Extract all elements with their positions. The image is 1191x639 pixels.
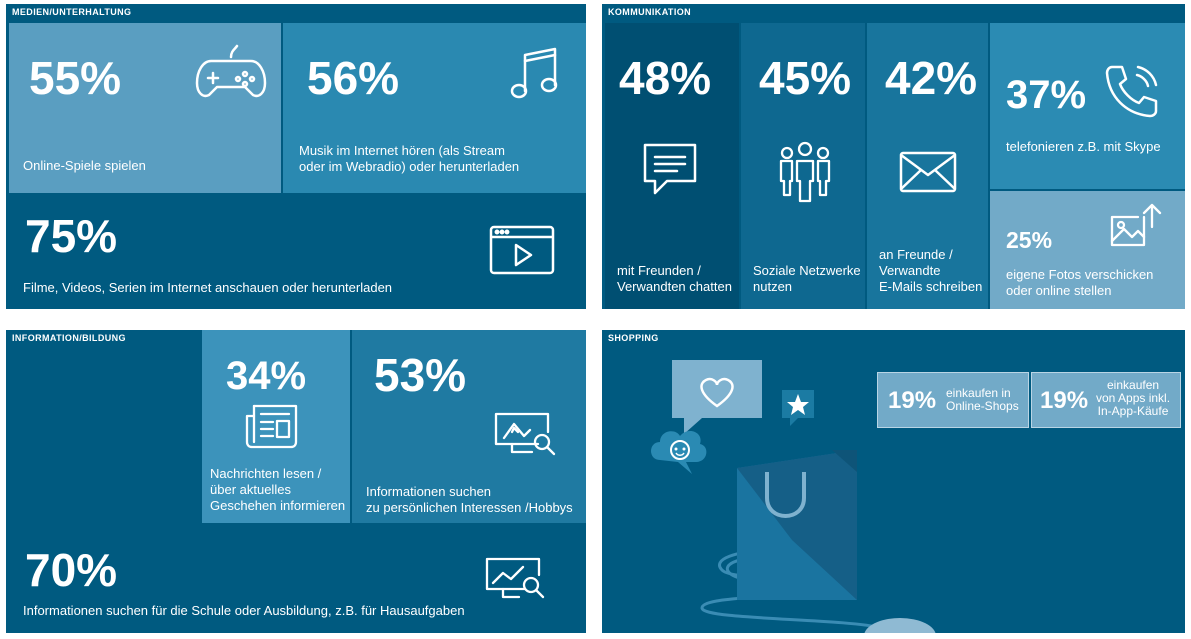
label: mit Freunden / Verwandten chatten [617,263,732,294]
percentage: 48% [619,52,712,104]
percentage: 55% [29,52,122,104]
percentage: 37% [1006,73,1087,117]
label: Soziale Netzwerke nutzen [753,263,861,294]
panel-title: KOMMUNIKATION [608,7,692,17]
chat-bubble-icon [641,141,699,199]
percentage: 42% [885,52,978,104]
percentage: 56% [307,52,400,104]
percentage: 75% [25,210,118,262]
tile-in-app: 19% einkaufen von Apps inkl. In-App-Käuf… [1031,372,1181,428]
tile-chat: 48% mit Freunden / Verwandten chatten [605,23,739,309]
tile-email: 42% an Freunde / Verwandte E-Mails schre… [867,23,988,309]
percentage: 45% [759,52,852,104]
phone-icon [1104,63,1160,119]
panel-kommunikation: KOMMUNIKATION 48% mit Freunden / Verwand… [602,4,1185,309]
label: Filme, Videos, Serien im Internet anscha… [23,280,393,295]
panel-shopping: SHOPPING 19% einkaufe [602,330,1185,633]
panel-title: INFORMATION/BILDUNG [12,333,126,343]
shopping-illustration [642,350,972,633]
music-note-icon [509,45,561,103]
percentage: 70% [25,544,118,596]
label: Online-Spiele spielen [23,158,146,173]
label: einkaufen in Online-Shops [946,386,1019,413]
percentage: 25% [1006,227,1053,253]
newspaper-icon [244,402,300,450]
tile-news: 34% Nachrichten lesen / über aktuelles G… [202,330,350,523]
panel-title: MEDIEN/UNTERHALTUNG [12,7,132,17]
monitor-search-icon [492,410,558,460]
tile-online-shops: 19% einkaufen in Online-Shops [877,372,1029,428]
panel-medien: MEDIEN/UNTERHALTUNG 55% Online-Spiele sp… [6,4,586,309]
label: telefonieren z.B. mit Skype [1006,139,1161,154]
tile-online-games: 55% Online-Spiele spielen [9,23,281,193]
tile-hobbys: 53% Informationen suchen zu persönlichen… [352,330,586,523]
label: Nachrichten lesen / über aktuelles Gesch… [210,466,346,513]
tile-films: 75% Filme, Videos, Serien im Internet an… [9,195,586,309]
video-player-icon [489,225,555,275]
panel-information: INFORMATION/BILDUNG 34% Nachrichten lese… [6,330,586,633]
percentage: 19% [1040,387,1089,414]
tile-phone: 37% telefonieren z.B. mit Skype [990,23,1185,189]
photo-upload-icon [1108,197,1164,253]
label: eigene Fotos verschicken oder online ste… [1006,267,1154,298]
percentage: 53% [374,349,467,401]
label: Informationen suchen zu persönlichen Int… [366,484,573,515]
label: an Freunde / Verwandte E-Mails schreiben [879,247,983,294]
percentage: 34% [226,354,307,398]
label: einkaufen von Apps inkl. In-App-Käufe [1096,378,1171,418]
tile-music: 56% Musik im Internet hören (als Stream … [283,23,586,193]
people-icon [777,141,833,203]
tile-school: 70% Informationen suchen für die Schule … [9,525,586,633]
label: Informationen suchen für die Schule oder… [23,603,465,618]
gamepad-icon [195,43,267,101]
tile-social: 45% Soziale Netzwerke nutzen [741,23,865,309]
tile-photos: 25% eigene Fotos verschicken oder online… [990,191,1185,309]
envelope-icon [899,151,957,193]
percentage: 19% [888,387,937,414]
label: Musik im Internet hören (als Stream oder… [299,143,520,174]
chart-search-icon [483,555,549,605]
panel-title: SHOPPING [608,333,659,343]
